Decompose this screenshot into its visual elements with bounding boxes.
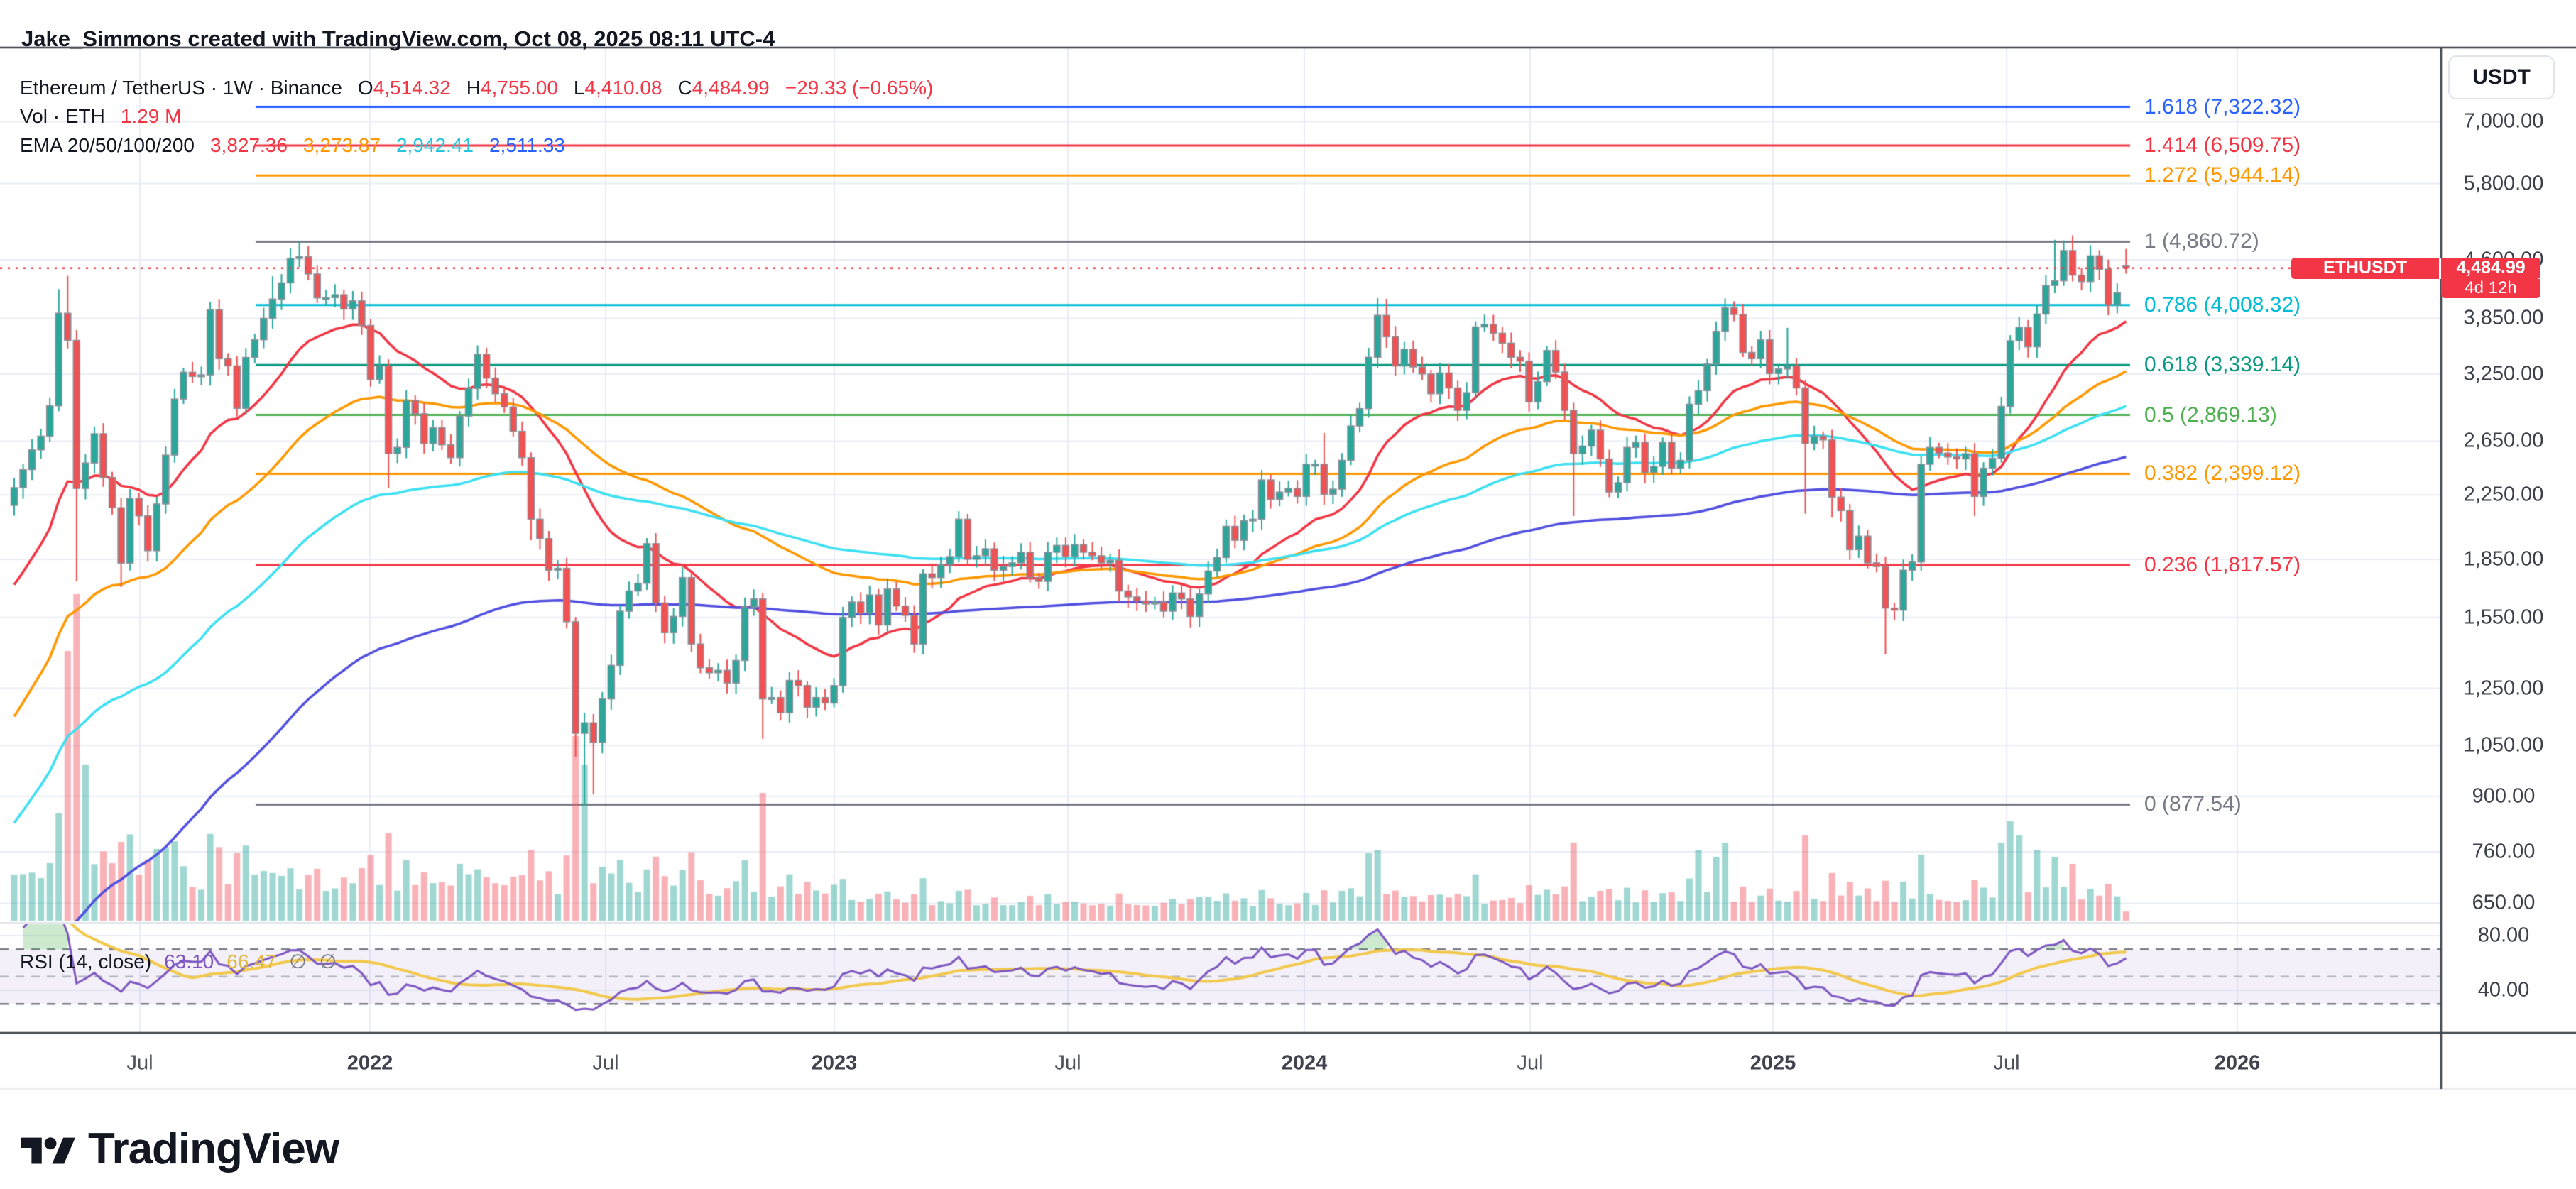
rsi-ma-value: 66.47 [227, 950, 277, 972]
ema-legend[interactable]: EMA 20/50/100/200 3,827.36 3,273.87 2,942.4… [20, 134, 581, 157]
time-tick-2022: 2022 [346, 1051, 393, 1075]
fib-label-1.272: 1.272 (5,944.14) [2144, 163, 2301, 187]
badge-symbol: ETHUSDT [2291, 257, 2439, 279]
ohlc-c: C4,484.99 [677, 77, 770, 99]
badge-divider [2439, 257, 2441, 279]
symbol-description: Ethereum / TetherUS · 1W · Binance [20, 77, 342, 99]
ohlc-values: O4,514.32 H4,755.00 L4,410.08 C4,484.99 [358, 77, 785, 99]
fib-label-0.618: 0.618 (3,339.14) [2144, 353, 2301, 377]
fib-label-0.5: 0.5 (2,869.13) [2144, 402, 2277, 427]
price-tick-650: 650.00 [2472, 891, 2536, 914]
ohlc-o: O4,514.32 [357, 77, 451, 99]
time-tick-2024: 2024 [1281, 1051, 1328, 1075]
current-price-badge: ETHUSDT 4,484.99 4d 12h [2291, 257, 2540, 298]
empty-set-icon: ∅ [319, 950, 337, 972]
rsi-tick-40: 40.00 [2477, 978, 2530, 1002]
ohlc-h: H4,755.00 [466, 77, 558, 99]
volume-value: 1.29 M [120, 105, 182, 127]
price-tick-7000: 7,000.00 [2463, 109, 2544, 133]
time-tick-2026: 2026 [2214, 1051, 2261, 1075]
rsi-value: 63.10 [164, 950, 214, 972]
time-tick-Jul: Jul [592, 1051, 619, 1075]
badge-price: 4,484.99 [2441, 257, 2540, 279]
time-tick-Jul: Jul [1993, 1051, 2020, 1075]
price-tick-1250: 1,250.00 [2463, 676, 2544, 700]
ema-value-20: 3,827.36 [209, 134, 288, 156]
fib-label-0.382: 0.382 (2,399.12) [2144, 461, 2301, 486]
empty-set-icon: ∅ [289, 950, 307, 972]
price-tick-900: 900.00 [2472, 784, 2536, 808]
time-tick-Jul: Jul [1517, 1051, 1544, 1075]
symbol-legend[interactable]: Ethereum / TetherUS · 1W · Binance O4,514… [20, 77, 949, 99]
time-tick-Jul: Jul [126, 1051, 153, 1075]
price-scale-unit-button[interactable]: USDT [2448, 55, 2555, 99]
fib-label-0: 0 (877.54) [2144, 792, 2242, 816]
price-tick-1850: 1,850.00 [2463, 547, 2544, 571]
price-tick-3250: 3,250.00 [2463, 362, 2544, 385]
time-tick-2023: 2023 [811, 1051, 858, 1075]
volume-legend[interactable]: Vol · ETH 1.29 M [20, 105, 197, 128]
fib-label-1.618: 1.618 (7,322.32) [2144, 94, 2301, 119]
bar-countdown: 4d 12h [2441, 278, 2540, 298]
time-tick-Jul: Jul [1054, 1051, 1081, 1075]
ema-value-100: 2,942.41 [395, 134, 474, 156]
change-value: −29.33 (−0.65%) [785, 77, 934, 99]
price-tick-3850: 3,850.00 [2463, 306, 2544, 329]
ema-value-50: 3,273.87 [302, 134, 381, 156]
fib-label-0.786: 0.786 (4,008.32) [2144, 292, 2301, 317]
price-tick-2250: 2,250.00 [2463, 483, 2544, 506]
price-tick-1050: 1,050.00 [2463, 733, 2544, 757]
price-tick-2650: 2,650.00 [2463, 429, 2544, 452]
tradingview-logo: TradingView [21, 1124, 339, 1174]
fib-label-1.414: 1.414 (6,509.75) [2144, 133, 2301, 158]
rsi-label: RSI (14, close) [20, 950, 152, 972]
time-tick-2025: 2025 [1750, 1051, 1796, 1075]
ema-values: 3,827.36 3,273.87 2,942.41 2,511.33 [210, 134, 581, 156]
ohlc-l: L4,410.08 [573, 77, 662, 99]
ema-label: EMA 20/50/100/200 [20, 134, 195, 156]
fib-label-0.236: 0.236 (1,817.57) [2144, 553, 2301, 577]
fib-label-1: 1 (4,860.72) [2144, 229, 2259, 253]
ema-value-200: 2,511.33 [489, 134, 565, 156]
price-tick-5800: 5,800.00 [2463, 172, 2544, 195]
volume-label: Vol · ETH [20, 105, 105, 127]
tradingview-logo-icon [21, 1136, 75, 1164]
rsi-legend[interactable]: RSI (14, close) 63.10 66.47 ∅ ∅ [20, 950, 349, 973]
price-tick-760: 760.00 [2472, 840, 2536, 863]
rsi-tick-80: 80.00 [2477, 924, 2530, 947]
tradingview-logo-text: TradingView [88, 1124, 339, 1173]
price-tick-1550: 1,550.00 [2463, 606, 2544, 629]
watermark-title: Jake_Simmons created with TradingView.co… [21, 26, 775, 51]
